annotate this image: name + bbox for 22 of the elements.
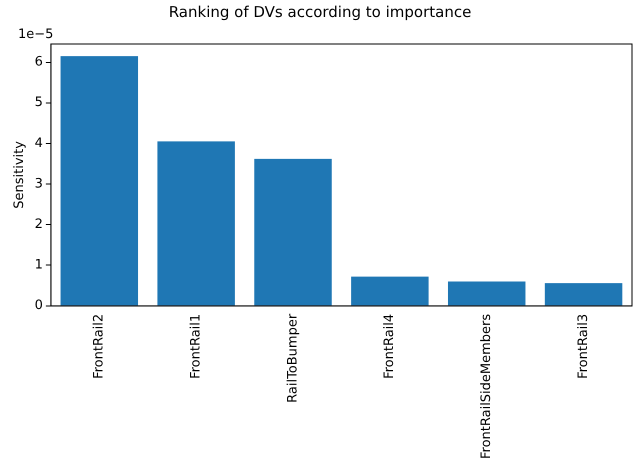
chart-title: Ranking of DVs according to importance (168, 2, 472, 21)
y-axis-title: Sensitivity (12, 140, 28, 209)
y-tick-label: 3 (34, 176, 43, 192)
y-tick-label: 4 (34, 136, 43, 151)
x-tick-label: FrontRail3 (576, 314, 591, 379)
y-tick-label: 2 (34, 217, 43, 232)
x-tick-label: FrontRail1 (188, 314, 204, 379)
x-tick-label: FrontRail2 (92, 314, 107, 379)
y-tick-label: 1 (34, 258, 43, 273)
text: 1e−5 (18, 26, 54, 42)
y-tick-label: 0 (34, 298, 43, 314)
bar (544, 283, 622, 306)
bar (448, 281, 526, 306)
x-tick-label: FrontRail4 (382, 314, 398, 379)
x-tick-label: RailToBumper (285, 313, 300, 403)
bar (157, 141, 235, 306)
bar (60, 56, 138, 306)
y-tick-label: 6 (34, 54, 43, 70)
y-tick-label: 5 (34, 95, 43, 110)
x-tick-label: FrontRailSideMembers (479, 314, 494, 460)
bar (351, 276, 429, 306)
bar (254, 158, 332, 306)
